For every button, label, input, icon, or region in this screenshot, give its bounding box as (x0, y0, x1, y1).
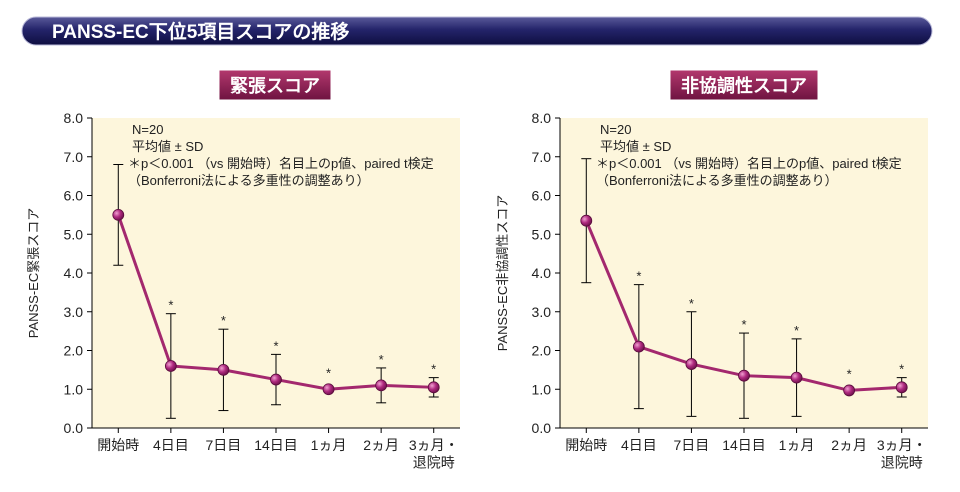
y-tick-label: 8.0 (532, 110, 552, 126)
significance-label: * (326, 365, 331, 380)
x-tick-label: 2ヵ月 (831, 437, 867, 453)
significance-label: * (847, 366, 852, 381)
y-tick-label: 3.0 (532, 304, 552, 320)
y-tick-label: 8.0 (64, 110, 84, 126)
data-point (685, 358, 698, 370)
annotation: 平均値 ± SD (600, 139, 671, 154)
x-tick-label: 7日目 (674, 437, 710, 453)
y-tick-label: 1.0 (64, 381, 84, 397)
data-point (790, 371, 803, 384)
y-tick-label: 0.0 (64, 420, 84, 436)
annotation: （Bonferroni法による多重性の調整あり） (128, 173, 370, 188)
y-tick-label: 5.0 (532, 226, 552, 242)
y-tick-label: 6.0 (64, 188, 84, 204)
header-title: PANSS-EC下位5項目スコアの推移 (52, 20, 349, 43)
data-point (217, 363, 230, 376)
y-tick-label: 0.0 (532, 420, 552, 436)
x-tick-label: 2ヵ月 (363, 437, 399, 453)
x-tick-label: 1ヵ月 (311, 437, 347, 453)
annotation: ＊p＜0.001 （vs 開始時）名目上のp値、paired t検定 (128, 156, 434, 171)
y-axis-label: PANSS-EC緊張スコア (26, 208, 41, 339)
annotation: N=20 (600, 122, 631, 137)
significance-label: * (221, 313, 226, 328)
badge (669, 69, 819, 101)
y-tick-label: 2.0 (64, 343, 84, 359)
significance-label: * (379, 352, 384, 367)
data-point (164, 360, 177, 372)
significance-label: * (431, 362, 436, 377)
annotation: （Bonferroni法による多重性の調整あり） (596, 173, 838, 188)
badge (218, 69, 332, 101)
data-point (580, 214, 593, 227)
y-tick-label: 7.0 (64, 149, 84, 165)
annotation: 平均値 ± SD (132, 139, 203, 154)
x-tick-label: 3ヵ月・退院時 (877, 437, 927, 471)
significance-label: * (794, 323, 799, 338)
data-point (270, 373, 282, 386)
x-tick-label: 14日目 (722, 437, 766, 453)
data-point (375, 379, 388, 392)
chart-title: 非協調性スコア (681, 75, 807, 96)
data-point (112, 208, 125, 221)
data-point (322, 383, 335, 396)
annotation: N=20 (132, 122, 163, 137)
x-tick-label: 4日目 (153, 437, 189, 453)
data-point (895, 381, 908, 394)
x-tick-label: 4日目 (621, 437, 657, 453)
x-tick-label: 開始時 (97, 437, 139, 453)
significance-label: * (168, 298, 173, 313)
y-tick-label: 5.0 (64, 226, 84, 242)
data-point (632, 340, 645, 353)
significance-label: * (689, 296, 694, 311)
significance-label: * (899, 362, 904, 377)
y-tick-label: 6.0 (532, 188, 552, 204)
annotation: ＊p＜0.001 （vs 開始時）名目上のp値、paired t検定 (596, 156, 902, 171)
significance-label: * (273, 338, 278, 353)
y-tick-label: 1.0 (532, 381, 552, 397)
chart-title: 緊張スコア (230, 76, 320, 96)
y-tick-label: 3.0 (64, 304, 84, 320)
x-tick-label: 1ヵ月 (779, 437, 815, 453)
x-tick-label: 3ヵ月・退院時 (409, 437, 459, 471)
y-tick-label: 4.0 (532, 265, 552, 281)
header-bar (21, 16, 933, 46)
y-tick-label: 2.0 (532, 343, 552, 359)
data-point (427, 381, 440, 394)
significance-label: * (636, 269, 641, 284)
x-tick-label: 開始時 (565, 437, 607, 453)
y-axis-label: PANSS-EC非協調性スコア (495, 195, 510, 352)
y-tick-label: 4.0 (64, 265, 84, 281)
x-tick-label: 14日目 (254, 437, 298, 453)
data-point (738, 369, 750, 382)
significance-label: * (741, 317, 746, 332)
data-point (843, 384, 856, 397)
x-tick-label: 7日目 (206, 437, 242, 453)
y-tick-label: 7.0 (532, 149, 552, 165)
